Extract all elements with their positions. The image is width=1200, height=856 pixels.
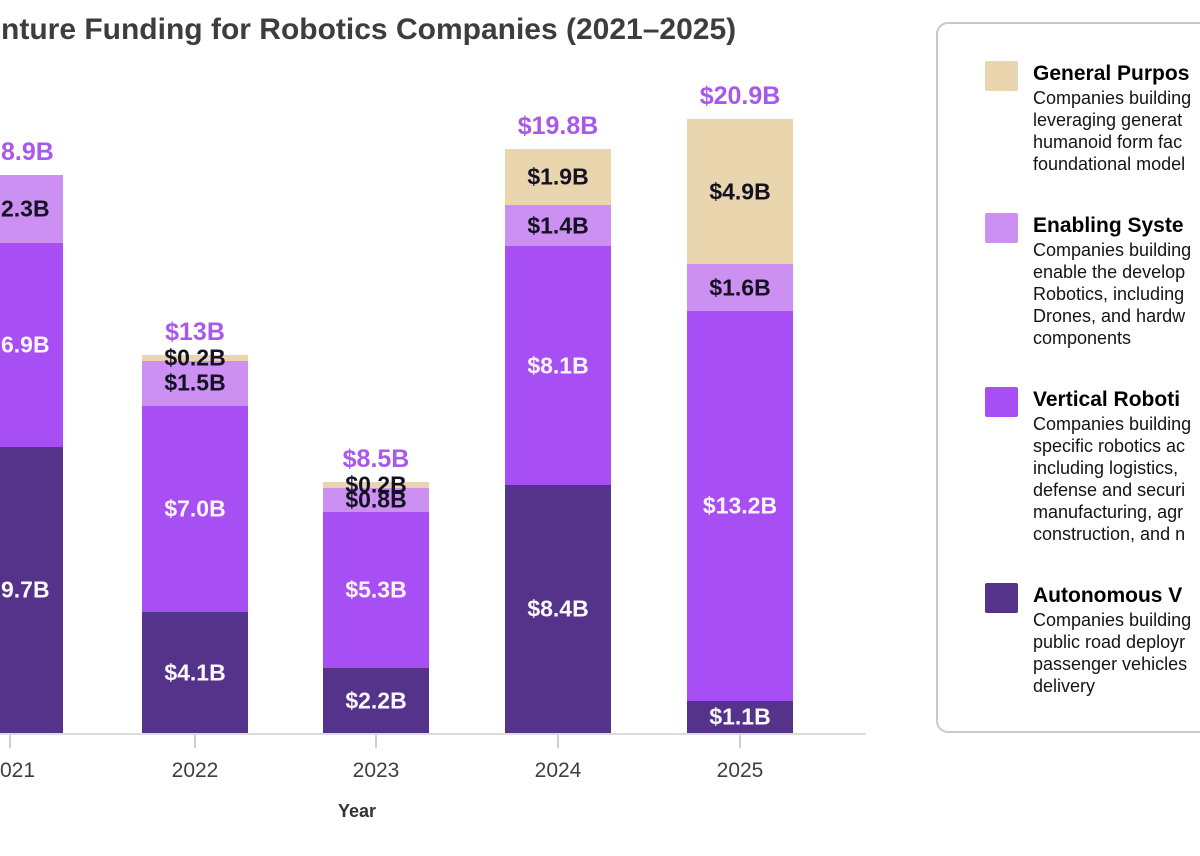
bar-total-label: $8.5B [342,445,410,474]
segment-vertical_robotics: $5.3B [323,511,429,669]
legend-item-description-line: Companies building [1033,240,1192,260]
segment-value-label: $0.8B [345,486,407,513]
legend-item-description-line: Companies building [1033,610,1192,630]
segment-enabling_systems: $1.6B [687,263,793,312]
bar-total-label: $13B [165,318,225,347]
legend-item: Vertical Roboti Companies building specifi… [985,387,1200,545]
legend-item-description-line: passenger vehicles [1033,654,1188,674]
legend-item-title: Autonomous V [1033,584,1183,607]
segment-value-label: 6.9B [1,331,50,358]
segment-value-label: $2.2B [345,687,407,714]
legend-item-description-line: construction, and n [1033,524,1186,544]
segment-autonomous_vehicles: $1.1B [687,700,793,733]
segment-value-label: $8.4B [527,595,589,622]
x-axis-tick [557,735,559,748]
segment-general_purpose: $1.9B [505,148,611,205]
legend-swatch [985,213,1018,243]
segment-enabling_systems: 2.3B [0,175,63,244]
segment-autonomous_vehicles: 9.7B [0,446,63,733]
segment-general_purpose: $0.2B [142,346,248,369]
segment-value-label: $1.5B [164,369,226,396]
bar-total-label: 8.9B [1,138,54,167]
segment-value-label: 2.3B [1,195,50,222]
x-axis-tick [739,735,741,748]
legend-item-title: Vertical Roboti [1033,388,1181,411]
segment-general_purpose: $0.2B [323,473,429,496]
legend-text-block: Vertical Roboti Companies building specifi… [1033,387,1191,545]
legend-text-block: Enabling Syste Companies building enable t… [1033,213,1191,349]
legend-item-title: General Purpos [1033,62,1190,85]
segment-value-label: $0.2B [345,471,407,498]
bar-total-label: $19.8B [517,111,599,140]
segment-vertical_robotics: $8.1B [505,246,611,486]
x-tick-label-2024: 2024 [534,759,582,782]
legend-item: General Purpos Companies building leveragi… [985,61,1200,175]
x-axis-tick [9,735,11,748]
bar-2022: $4.1B $7.0B $1.5B $0.2B $13B [142,320,248,733]
segment-value-label: $0.2B [164,344,226,371]
x-axis-line [0,733,866,735]
segment-value-label: $1.4B [527,212,589,239]
segment-value-label: $1.6B [709,274,771,301]
segment-autonomous_vehicles: $2.2B [323,668,429,733]
legend-swatch [985,583,1018,613]
segment-enabling_systems: $0.8B [323,488,429,512]
segment-value-label: 9.7B [1,576,50,603]
legend-item-description-line: including logistics, [1033,458,1179,478]
legend-item-title: Enabling Syste [1033,214,1184,237]
bar-2025: $1.1B $13.2B $1.6B $4.9B $20.9B [687,84,793,733]
legend-item-description-line: delivery [1033,676,1096,696]
segment-vertical_robotics: 6.9B [0,243,63,447]
segment-value-label: $8.1B [527,352,589,379]
legend-item-description-line: Companies building [1033,88,1192,108]
segment-value-label: $5.3B [345,576,407,603]
segment-value-label: $1.1B [709,703,771,730]
legend-item-description-line: Drones, and hardw [1033,306,1186,326]
legend-item: Autonomous V Companies building public roa… [985,583,1200,697]
chart-title: nture Funding for Robotics Companies (20… [1,13,737,46]
legend-panel: General Purpos Companies building leveragi… [936,22,1200,733]
legend-text-block: General Purpos Companies building leveragi… [1033,61,1191,175]
legend-item-description-line: foundational model [1033,154,1186,174]
bar-021: 9.7B 6.9B 2.3B 8.9B [0,140,63,733]
x-axis-tick [194,735,196,748]
x-tick-label-2022: 2022 [171,759,219,782]
x-axis-title: Year [338,801,377,821]
legend-item-description-line: defense and securi [1033,480,1186,500]
segment-vertical_robotics: $13.2B [687,311,793,701]
legend-item-description-line: humanoid form fac [1033,132,1183,152]
legend-swatch [985,61,1018,91]
segment-vertical_robotics: $7.0B [142,405,248,613]
segment-enabling_systems: $1.4B [505,204,611,247]
legend-item-description-line: leveraging generat [1033,110,1183,130]
segment-value-label: $13.2B [702,492,778,519]
segment-value-label: $4.1B [164,659,226,686]
legend-item-description-line: public road deployr [1033,632,1186,652]
x-axis-tick [375,735,377,748]
legend-item-description-line: specific robotics ac [1033,436,1186,456]
legend-item-description-line: Companies building [1033,414,1192,434]
x-tick-label-021: 021 [0,759,36,782]
segment-value-label: $1.9B [527,163,589,190]
legend-item-description-line: manufacturing, agr [1033,502,1184,522]
bar-total-label: $20.9B [699,82,781,111]
segment-enabling_systems: $1.5B [142,361,248,406]
segment-value-label: $7.0B [164,495,226,522]
segment-value-label: $4.9B [709,178,771,205]
segment-autonomous_vehicles: $8.4B [505,485,611,733]
x-tick-label-2025: 2025 [716,759,764,782]
bar-2023: $2.2B $5.3B $0.8B $0.2B $8.5B [323,447,429,733]
legend-item-description-line: enable the develop [1033,262,1186,282]
segment-autonomous_vehicles: $4.1B [142,612,248,733]
legend-item-description-line: components [1033,328,1132,348]
legend-item-description-line: Robotics, including [1033,284,1185,304]
x-tick-label-2023: 2023 [352,759,400,782]
legend-text-block: Autonomous V Companies building public roa… [1033,583,1191,697]
legend-item: Enabling Syste Companies building enable t… [985,213,1200,349]
segment-general_purpose: $4.9B [687,119,793,264]
bar-2024: $8.4B $8.1B $1.4B $1.9B $19.8B [505,113,611,733]
legend-swatch [985,387,1018,417]
